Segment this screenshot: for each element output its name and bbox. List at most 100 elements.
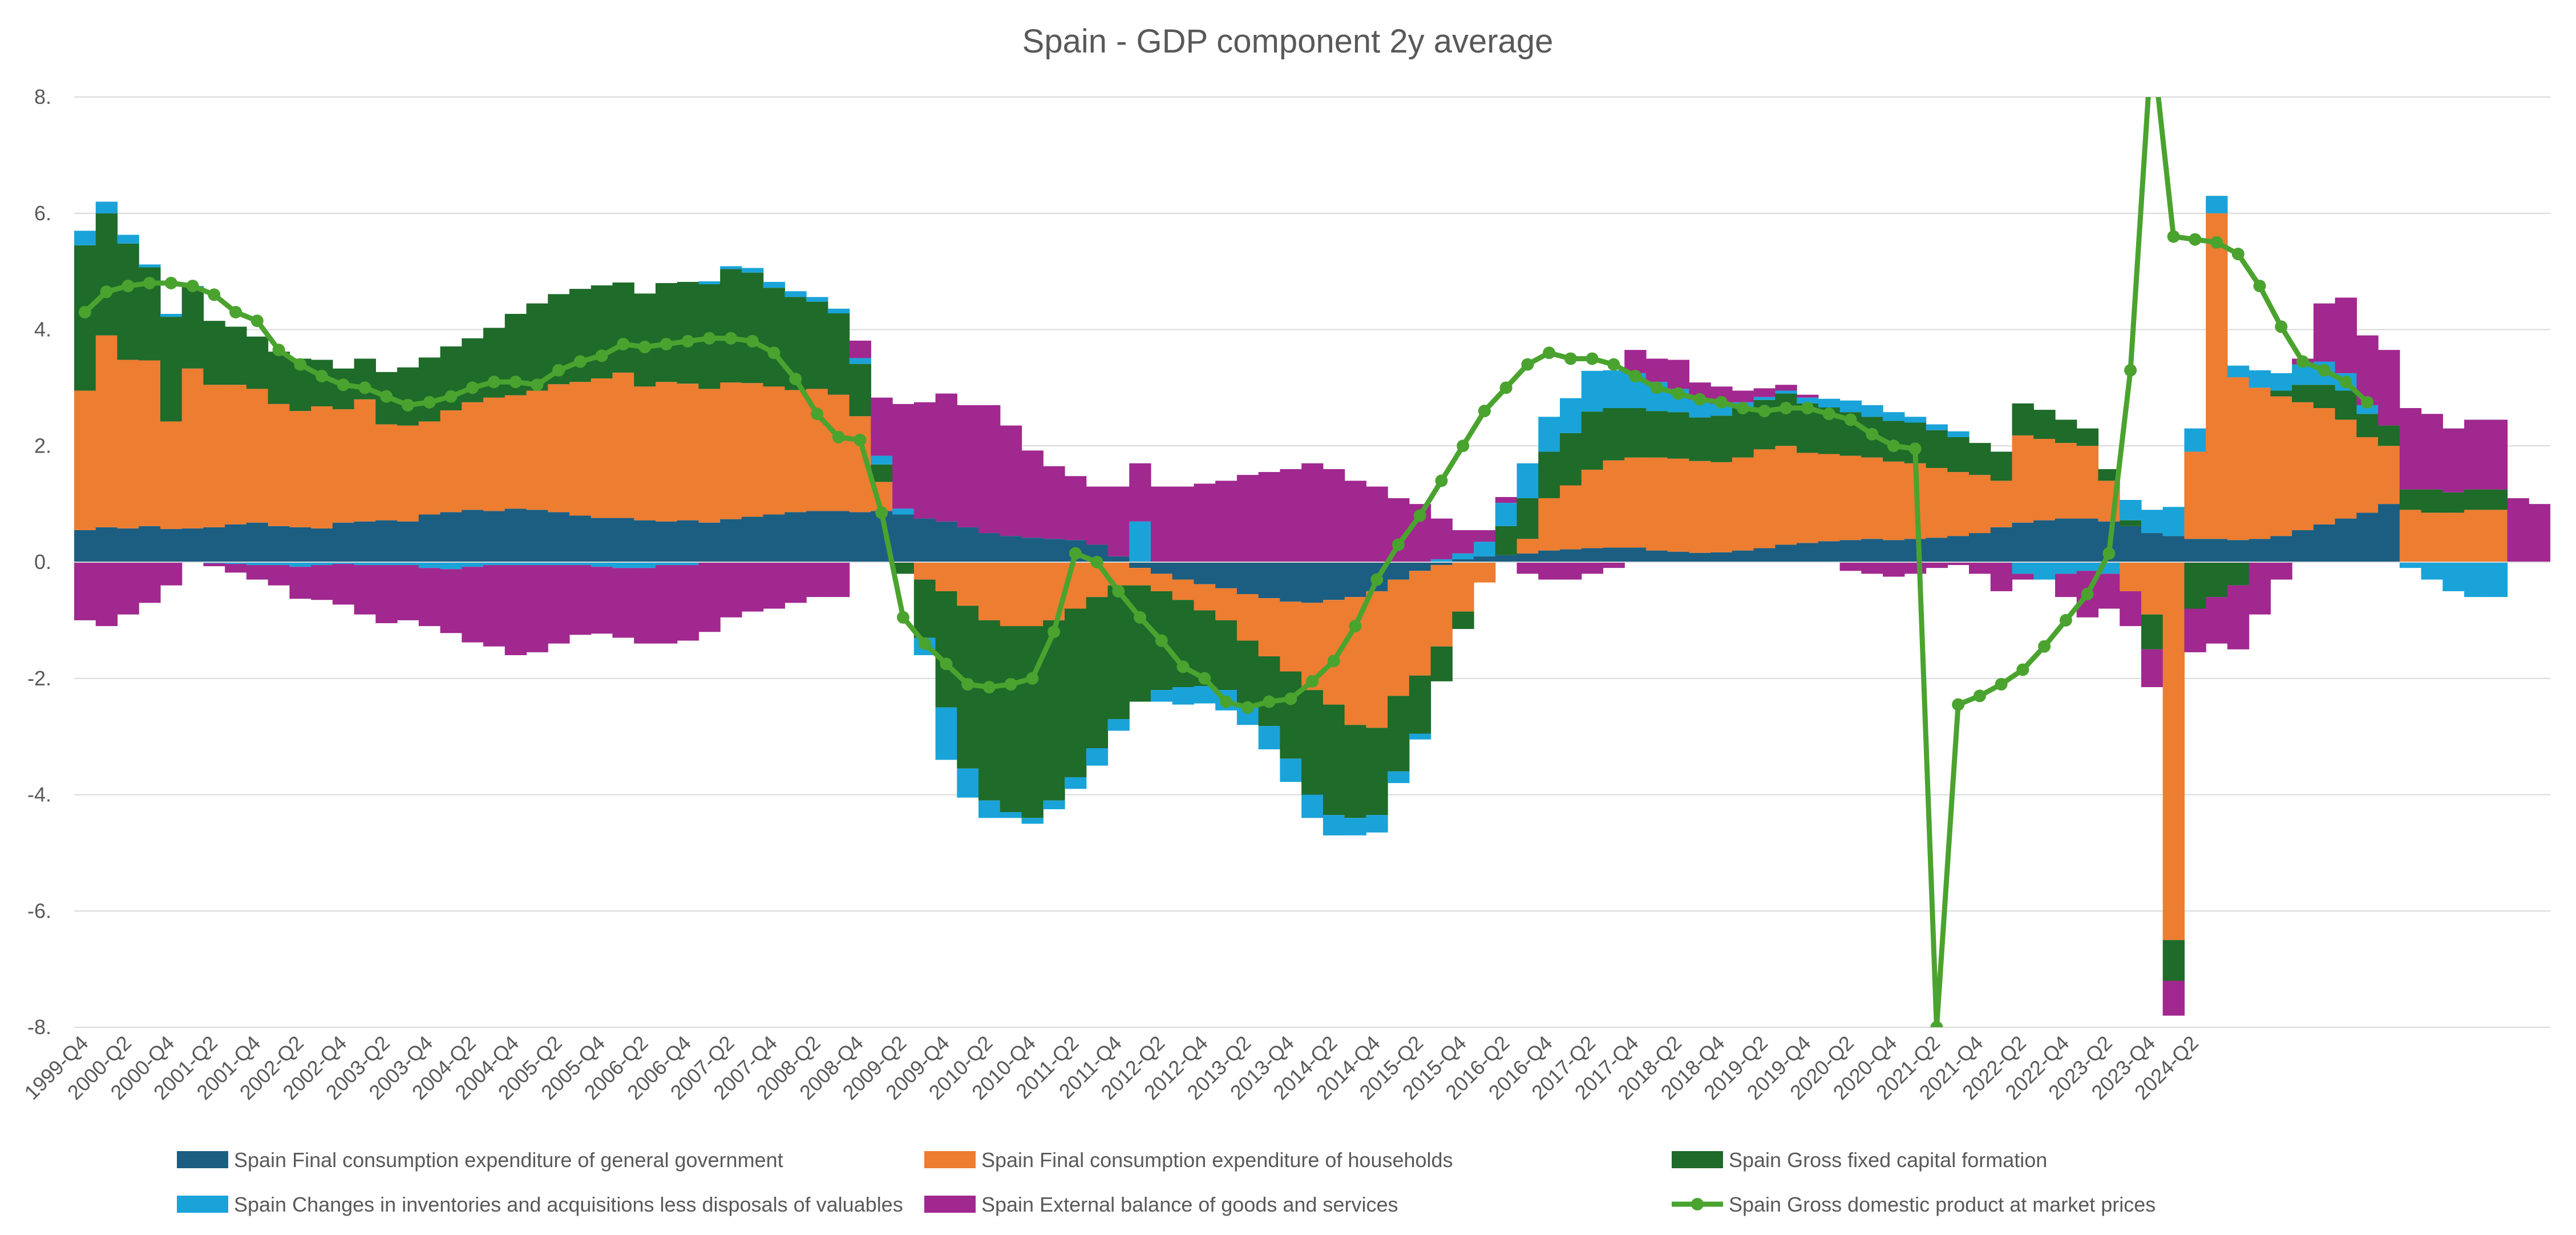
- bar-segment: [1452, 559, 1474, 562]
- gdp-point: [229, 305, 242, 318]
- bar-segment: [763, 514, 785, 562]
- bar-segment: [1344, 725, 1366, 818]
- bar-segment: [354, 565, 376, 615]
- bar-segment: [2184, 562, 2206, 609]
- bar-segment: [1129, 568, 1151, 586]
- bar-segment: [1129, 521, 1151, 562]
- gdp-point: [961, 677, 974, 691]
- bar-segment: [95, 213, 118, 336]
- bar-segment: [892, 562, 915, 574]
- bar-segment: [1969, 562, 1991, 574]
- bar-segment: [2055, 419, 2077, 443]
- bar-segment: [2206, 196, 2228, 213]
- gdp-point: [316, 370, 328, 382]
- legend-label: Spain Final consumption expenditure of g…: [234, 1148, 783, 1172]
- bar-segment: [504, 508, 527, 562]
- bar-segment: [634, 293, 656, 387]
- bar-segment: [1732, 408, 1754, 458]
- bar-segment: [289, 411, 312, 527]
- bar-segment: [1517, 498, 1539, 539]
- bar-segment: [462, 567, 484, 643]
- bar-segment: [1388, 562, 1410, 580]
- bar-segment: [677, 565, 699, 641]
- bar-segment: [1430, 562, 1453, 566]
- bar-segment: [1517, 562, 1539, 574]
- bar-segment: [957, 405, 979, 527]
- bar-segment: [2076, 518, 2099, 562]
- bar-segment: [1732, 390, 1754, 402]
- bar-segment: [1581, 548, 1604, 562]
- bar-segment: [1409, 733, 1431, 740]
- bar-segment: [95, 201, 118, 213]
- gdp-point: [725, 332, 738, 345]
- bar-segment: [1947, 472, 1970, 536]
- bar-segment: [1215, 588, 1238, 620]
- bar-segment: [1366, 486, 1388, 562]
- bar-segment: [892, 403, 915, 509]
- bar-segment: [332, 409, 355, 523]
- bar-segment: [1517, 553, 1539, 562]
- gdp-point: [896, 611, 909, 624]
- bar-segment: [720, 266, 742, 269]
- bar-segment: [978, 405, 1001, 534]
- gdp-point: [552, 364, 565, 377]
- gdp-point: [1284, 692, 1297, 705]
- bar-segment: [806, 562, 828, 598]
- bar-segment: [763, 386, 785, 515]
- bar-segment: [246, 389, 269, 523]
- bar-segment: [1926, 424, 1948, 430]
- bar-segment: [1969, 443, 1991, 475]
- bar-segment: [2033, 439, 2056, 520]
- bar-segment: [677, 384, 699, 520]
- bar-segment: [741, 268, 764, 273]
- bar-segment: [1667, 458, 1690, 552]
- bar-segment: [1409, 571, 1431, 676]
- bar-segment: [1086, 597, 1109, 749]
- bar-segment: [2012, 435, 2034, 523]
- bar-segment: [1258, 562, 1280, 599]
- bar-segment: [784, 562, 807, 603]
- gdp-point: [2059, 614, 2072, 627]
- bar-segment: [1667, 551, 1690, 562]
- bar-segment: [1581, 370, 1604, 412]
- bar-segment: [2421, 512, 2443, 562]
- bar-segment: [655, 382, 678, 522]
- bar-segment: [1947, 562, 1970, 566]
- gdp-point: [789, 373, 802, 386]
- bar-segment: [913, 402, 936, 519]
- bar-segment: [1150, 486, 1173, 562]
- bar-segment: [1065, 608, 1087, 777]
- chart-title: Spain - GDP component 2y average: [1022, 23, 1554, 60]
- bar-segment: [2206, 213, 2228, 539]
- bar-segment: [1689, 552, 1711, 562]
- bar-segment: [1538, 417, 1560, 452]
- bar-segment: [1753, 397, 1776, 400]
- gdp-point: [2016, 663, 2029, 676]
- y-tick-label: -4.: [27, 783, 51, 806]
- bar-segment: [504, 565, 527, 655]
- gdp-point: [1521, 358, 1534, 371]
- gdp-point: [660, 337, 673, 350]
- gdp-point: [1134, 611, 1147, 624]
- bar-segment: [1215, 562, 1238, 588]
- gdp-point: [2167, 230, 2180, 243]
- bar-segment: [1150, 574, 1173, 591]
- bar-segment: [1021, 626, 1044, 818]
- bar-segment: [1280, 671, 1302, 759]
- bar-segment: [1215, 481, 1238, 563]
- gdp-point: [1801, 402, 1814, 415]
- bar-segment: [1645, 358, 1668, 382]
- bar-segment: [1517, 539, 1539, 554]
- bar-segment: [160, 313, 183, 317]
- bar-segment: [1732, 457, 1754, 551]
- bar-segment: [1753, 548, 1776, 562]
- gdp-point: [122, 280, 135, 293]
- gdp-point: [1413, 509, 1426, 522]
- bar-segment: [1904, 417, 1927, 423]
- bar-segment: [1236, 594, 1259, 641]
- bar-segment: [2012, 403, 2034, 435]
- bar-segment: [720, 269, 742, 383]
- bar-segment: [1107, 585, 1130, 720]
- bar-segment: [1388, 771, 1410, 784]
- bar-segment: [2485, 489, 2508, 510]
